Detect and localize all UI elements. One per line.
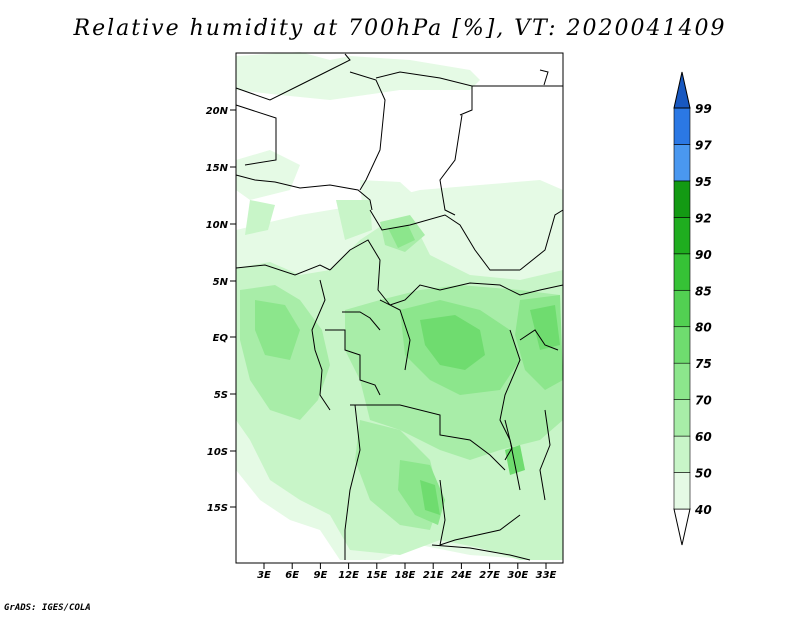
- colorbar-segment: [673, 107, 691, 145]
- lon-tick-label: 24E: [451, 570, 472, 581]
- lat-tick-label: 15N: [206, 163, 229, 174]
- colorbar-segment: [673, 326, 691, 364]
- map-frame: [235, 52, 564, 564]
- lat-tick-label: EQ: [213, 333, 229, 344]
- colorbar-label: 92: [695, 211, 712, 225]
- colorbar-segment: [673, 180, 691, 218]
- colorbar-label: 85: [695, 284, 712, 298]
- lon-tick-label: 12E: [338, 570, 359, 581]
- colorbar-min-arrow: [673, 508, 691, 546]
- colorbar-max-arrow: [673, 71, 691, 109]
- lon-tick-label: 18E: [395, 570, 416, 581]
- colorbar-label: 40: [694, 503, 712, 517]
- lon-tick-label: 30E: [507, 570, 528, 581]
- lon-tick-label: 27E: [479, 570, 500, 581]
- lon-tick-label: 6E: [285, 570, 299, 581]
- lat-tick-label: 15S: [207, 503, 228, 514]
- longitude-labels: 3E 6E 9E 12E 15E 18E 21E 24E 27E 30E 33E: [257, 563, 557, 581]
- lon-tick-label: 21E: [423, 570, 444, 581]
- latitude-labels: 20N 15N 10N 5N EQ 5S 10S 15S: [206, 106, 236, 514]
- colorbar-label: 97: [695, 138, 712, 152]
- lat-tick-label: 10S: [207, 447, 228, 458]
- colorbar-segment: [673, 289, 691, 328]
- colorbar: 40 50 60 70 75 80 85 90 92 95 97 99: [673, 71, 712, 546]
- colorbar-label: 60: [695, 430, 712, 444]
- colorbar-segment: [673, 253, 691, 291]
- colorbar-segment: [673, 217, 691, 255]
- lat-tick-label: 10N: [206, 220, 229, 231]
- colorbar-segment: [673, 362, 691, 400]
- credit-label: GrADS: IGES/COLA: [4, 603, 91, 613]
- colorbar-label: 80: [695, 321, 712, 335]
- lon-tick-label: 9E: [314, 570, 328, 581]
- colorbar-segment: [673, 399, 691, 437]
- colorbar-label: 50: [695, 467, 712, 481]
- colorbar-label: 99: [695, 102, 712, 116]
- humidity-shading: [236, 52, 563, 560]
- colorbar-label: 75: [695, 357, 712, 371]
- colorbar-label: 90: [695, 248, 712, 262]
- lat-tick-label: 5N: [213, 277, 229, 288]
- lat-tick-label: 5S: [214, 390, 228, 401]
- colorbar-label: 95: [695, 175, 712, 189]
- lon-tick-label: 3E: [257, 570, 271, 581]
- lat-tick-label: 20N: [206, 106, 229, 117]
- country-borders: [235, 53, 564, 561]
- colorbar-segment: [673, 144, 691, 182]
- lon-tick-label: 33E: [536, 570, 557, 581]
- colorbar-segment: [673, 472, 691, 510]
- colorbar-segment: [673, 435, 691, 473]
- colorbar-label: 70: [695, 394, 712, 408]
- map-title: Relative humidity at 700hPa [%], VT: 202…: [73, 16, 727, 41]
- lon-tick-label: 15E: [366, 570, 387, 581]
